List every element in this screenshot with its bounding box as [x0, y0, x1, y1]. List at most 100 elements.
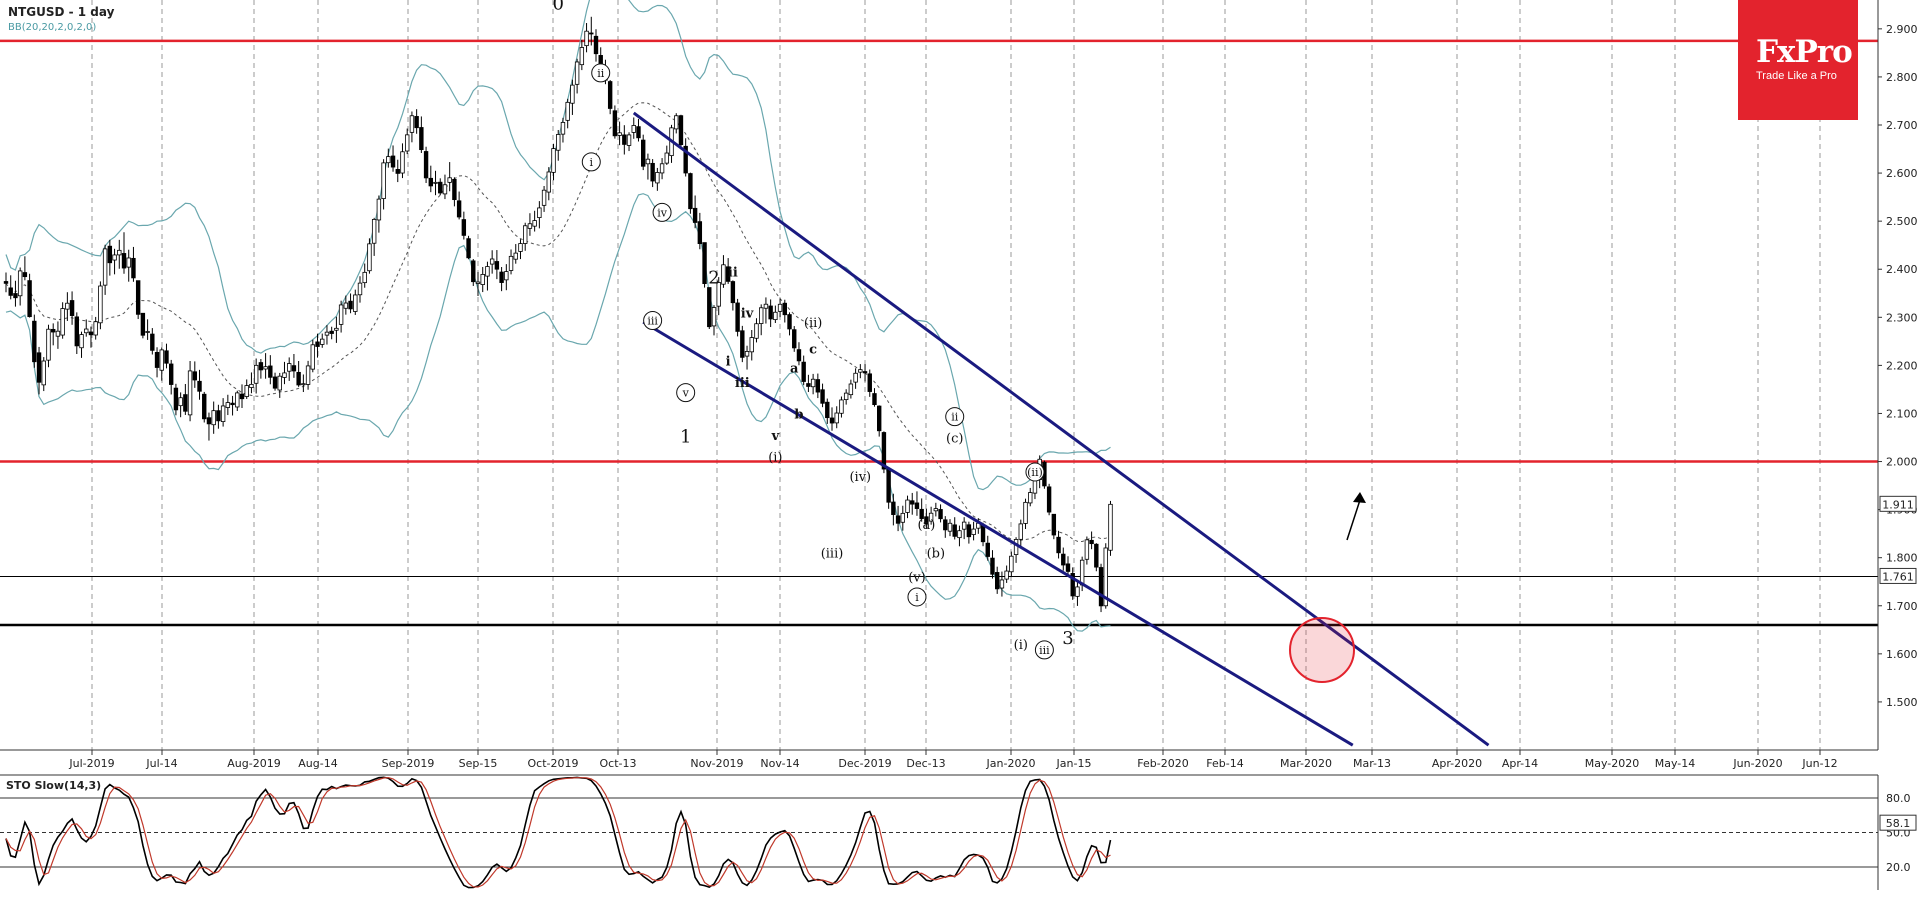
wave-label-circle [591, 63, 611, 83]
candle-body [442, 184, 448, 195]
candle [13, 280, 18, 307]
candle-body [777, 303, 783, 312]
candle [721, 255, 726, 288]
candle [376, 195, 382, 233]
candle-body [489, 258, 495, 265]
wave-label-text: i [726, 354, 731, 369]
candle [877, 405, 882, 437]
candle [556, 130, 561, 161]
candle [589, 16, 594, 46]
candle [910, 492, 915, 515]
candle [943, 516, 948, 538]
candle [1018, 519, 1023, 547]
candle-body [452, 178, 457, 201]
candle-body [607, 81, 613, 109]
candle-body [343, 302, 349, 309]
candle-body [1103, 547, 1108, 607]
candle [815, 373, 821, 399]
candle [527, 213, 533, 236]
candle [121, 232, 127, 274]
wave-label-text: v [771, 429, 780, 444]
candle-body [135, 280, 141, 315]
candle-body [692, 207, 698, 223]
candle [65, 292, 70, 321]
candle-body [471, 260, 476, 283]
candle [69, 291, 75, 325]
candle-body [895, 515, 901, 524]
candle [41, 357, 46, 392]
candle-body [787, 314, 792, 330]
time-tick-label: Mar-13 [1353, 757, 1391, 770]
candle-body [725, 266, 731, 282]
candle-body [301, 383, 306, 386]
candle-body [376, 198, 382, 221]
candle-body [475, 281, 481, 284]
candle [692, 195, 698, 229]
candle [820, 383, 825, 408]
candle-body [711, 307, 717, 327]
candle-body [612, 110, 618, 137]
candle-body [499, 271, 504, 283]
wave-label: 3 [1062, 628, 1073, 649]
candle-body [707, 287, 712, 328]
projection-arrow-line [1346, 499, 1361, 541]
candle [456, 191, 462, 220]
candle [735, 298, 740, 337]
candle-body [886, 468, 891, 503]
candle-body [79, 334, 84, 349]
time-tick-label: Aug-14 [298, 757, 337, 770]
price-tick-label: 1.500 [1886, 696, 1918, 709]
wave-label-circle [676, 383, 696, 403]
candle-body [815, 379, 821, 393]
time-tick-label: Mar-2020 [1280, 757, 1332, 770]
candle [102, 244, 108, 295]
candle-body [938, 509, 943, 520]
candle-body [1084, 539, 1090, 560]
price-tick-label: 2.500 [1886, 215, 1918, 228]
candle-body [447, 177, 452, 183]
wave-label-circle [1034, 640, 1054, 660]
candle-body [523, 225, 528, 244]
candle [513, 244, 518, 264]
wave-label-text: iii [647, 315, 658, 328]
time-tick-label: Jul-2019 [68, 757, 114, 770]
candle-body [400, 151, 405, 174]
wave-label-text: c [809, 342, 817, 357]
candle-body [485, 266, 490, 277]
candle-body [541, 189, 547, 206]
wave-label: (ii) [804, 316, 822, 331]
candle [315, 333, 320, 358]
time-tick-label: Oct-2019 [528, 757, 579, 770]
wave-label-text: (b) [927, 547, 945, 562]
candle [985, 535, 990, 561]
time-tick-label: May-14 [1655, 757, 1696, 770]
candle-body [504, 271, 509, 281]
candle [537, 201, 542, 229]
candle [145, 319, 150, 340]
support-price-box [1879, 567, 1917, 584]
price-axis: 2.900 2.800 2.700 2.600 2.500 2.400 2.300 2.200… [1877, 0, 1918, 750]
candle [1023, 498, 1028, 529]
time-tick-label: Aug-2019 [227, 757, 280, 770]
candle-body [88, 331, 94, 336]
candle [400, 143, 405, 179]
wave-label-text: a [790, 362, 799, 377]
candle [36, 346, 42, 395]
candle [320, 333, 325, 348]
wave-label-text: (v) [908, 571, 926, 586]
lower-band-line [5, 193, 1111, 632]
candle [192, 361, 197, 388]
candle [1046, 483, 1052, 516]
candle-body [872, 393, 877, 406]
candle-body [36, 352, 42, 383]
candle [995, 566, 1000, 594]
wave-label-text: (iv) [849, 470, 871, 485]
candle-body [622, 134, 627, 145]
candle-body [792, 329, 797, 349]
candle [489, 250, 495, 274]
candle [834, 406, 839, 429]
candle-body [678, 115, 684, 146]
candle-body [272, 376, 278, 389]
candle [650, 159, 655, 188]
wave-label: 2 [708, 268, 719, 289]
